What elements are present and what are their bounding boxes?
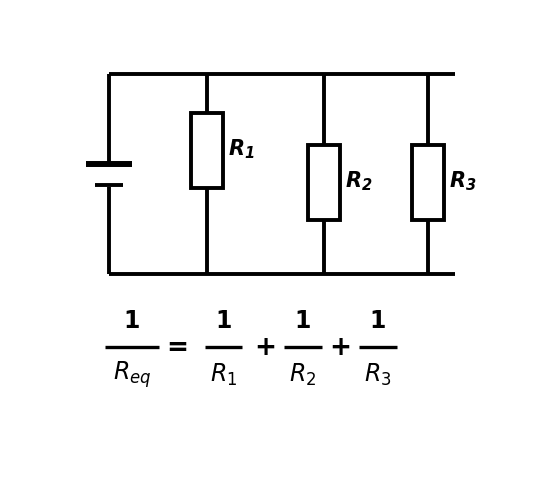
Text: 1: 1	[215, 308, 232, 332]
Bar	[191, 114, 223, 189]
Text: 1: 1	[370, 308, 386, 332]
Text: $\bfit{R}_{\bfit{3}}$: $\bfit{R}_{\bfit{3}}$	[449, 169, 476, 193]
Text: +: +	[329, 334, 351, 360]
Text: $R_2$: $R_2$	[289, 361, 316, 387]
Text: +: +	[254, 334, 277, 360]
Text: $R_1$: $R_1$	[210, 361, 237, 387]
Bar	[412, 146, 444, 220]
Text: $\bfit{R}_{\bfit{2}}$: $\bfit{R}_{\bfit{2}}$	[344, 169, 372, 193]
Text: $\bfit{R}_{\bfit{1}}$: $\bfit{R}_{\bfit{1}}$	[228, 137, 254, 161]
Text: 1: 1	[295, 308, 311, 332]
Text: $R_3$: $R_3$	[364, 361, 392, 387]
Text: =: =	[167, 334, 189, 360]
Text: $R_{eq}$: $R_{eq}$	[112, 359, 151, 389]
Bar	[308, 146, 339, 220]
Text: 1: 1	[124, 308, 140, 332]
